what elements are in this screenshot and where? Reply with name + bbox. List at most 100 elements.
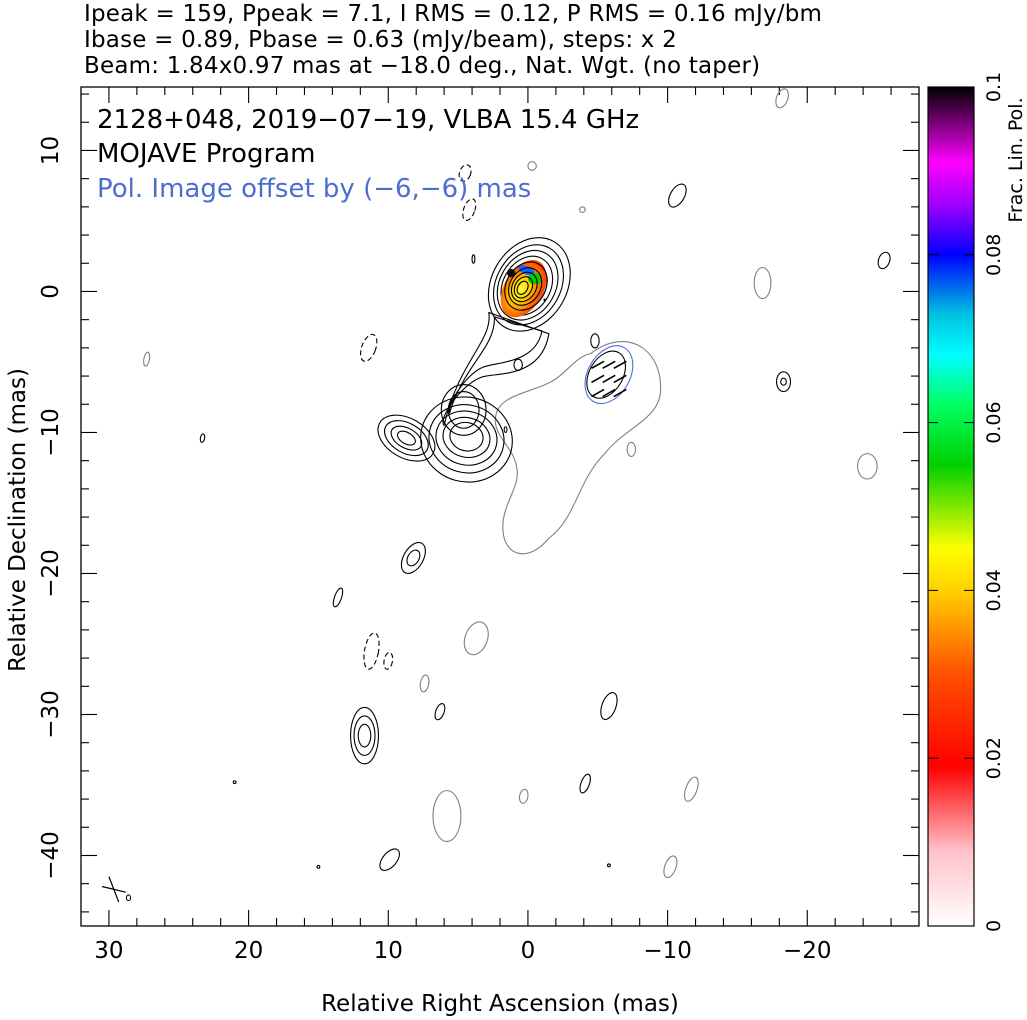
colorbar-tick-label: 0.04	[983, 569, 1005, 611]
isolated-contour	[471, 254, 476, 264]
y-tick-label: 0	[38, 284, 64, 299]
isolated-contour	[379, 848, 400, 871]
core-contour	[504, 261, 548, 311]
plot-frame	[80, 86, 920, 927]
pol-contour	[753, 266, 772, 300]
isolated-contour	[316, 864, 321, 869]
x-tick-label: 0	[521, 938, 536, 964]
core-contour	[510, 271, 538, 303]
y-tick-label: 10	[38, 136, 64, 165]
evpa-vector	[613, 388, 627, 398]
y-tick-label: −10	[38, 408, 64, 457]
axis-tick-labels: 30 20 10 0 −10 −20 10 0 −10 −20 −30 −40	[38, 136, 832, 964]
knot-contour	[353, 715, 376, 756]
core-contour	[508, 267, 543, 306]
isolated-contour	[543, 298, 546, 302]
pol-contour	[143, 351, 151, 367]
pol-contour	[463, 621, 489, 656]
polarization-contours	[143, 88, 878, 879]
knot-contour	[390, 425, 423, 451]
negative-contour	[360, 333, 378, 362]
knot-contour	[442, 416, 491, 458]
y-tick-label: −20	[38, 549, 64, 598]
intensity-contours	[199, 164, 891, 871]
colorbar	[927, 86, 975, 927]
knot-contour	[447, 391, 480, 429]
colorbar-ticks: 0 0.02 0.04 0.06 0.08 0.1	[928, 72, 1005, 932]
knot-contour	[420, 396, 513, 483]
colorbar-tick-label: 0.02	[983, 737, 1005, 779]
knot-contour	[406, 549, 421, 567]
beam-minor-axis	[101, 885, 126, 893]
program-label: MOJAVE Program	[97, 139, 315, 169]
isolated-contour	[579, 773, 591, 794]
core-fractional-polarization	[500, 260, 548, 318]
beam-marker	[101, 876, 132, 903]
core-contour	[496, 250, 559, 321]
colorbar-tick-label: 0	[983, 920, 1005, 932]
core-contour	[487, 237, 571, 332]
isolated-contour	[199, 433, 206, 443]
beam-dot	[125, 894, 132, 902]
knot-contour	[775, 371, 792, 393]
y-tick-label: −30	[38, 690, 64, 739]
header-stats-line: Ipeak = 159, Ppeak = 7.1, I RMS = 0.12, …	[84, 1, 823, 27]
offset-label: Pol. Image offset by (−6,−6) mas	[97, 174, 531, 204]
core-contour	[516, 280, 529, 295]
x-tick-label: −20	[783, 938, 832, 964]
pol-contour	[432, 790, 462, 842]
y-tick-label: −40	[38, 831, 64, 880]
jet-bridge-contour	[449, 316, 543, 415]
evpa-vector	[591, 360, 605, 370]
isolated-contour	[513, 358, 523, 371]
x-axis-label: Relative Right Ascension (mas)	[321, 991, 679, 1017]
negative-contour	[383, 651, 394, 670]
axis-ticks	[81, 87, 919, 926]
colorbar-tick-label: 0.06	[983, 401, 1005, 443]
core-contour	[492, 244, 564, 326]
knot-contour	[428, 404, 505, 474]
pol-contour	[518, 788, 529, 804]
evpa-vector	[613, 360, 627, 370]
negative-contour	[462, 198, 477, 221]
x-tick-label: 30	[94, 938, 123, 964]
pol-contour	[626, 441, 637, 457]
evpa-vector	[591, 374, 605, 384]
knot-contour	[350, 706, 380, 765]
x-tick-label: −10	[643, 938, 692, 964]
source-label: 2128+048, 2019−07−19, VLBA 15.4 GHz	[97, 105, 639, 135]
header-base-line: Ibase = 0.89, Pbase = 0.63 (mJy/beam), s…	[84, 27, 677, 53]
pol-component-contour	[586, 350, 626, 399]
core-pol-color	[527, 273, 542, 285]
evpa-vector	[602, 374, 616, 384]
colorbar-tick-label: 0.08	[983, 234, 1005, 276]
evpa-vector	[602, 360, 616, 370]
isolated-contour	[600, 692, 618, 721]
pol-component-contour	[584, 345, 634, 405]
pol-contour	[527, 161, 537, 171]
colorbar-tick-label: 0.1	[983, 72, 1005, 102]
isolated-contour	[606, 863, 611, 868]
negative-contour	[363, 632, 380, 670]
y-axis-label: Relative Declination (mas)	[5, 368, 31, 672]
pol-contour	[579, 206, 586, 214]
knot-contour	[384, 420, 429, 457]
isolated-contour	[503, 426, 508, 434]
pol-contour	[663, 855, 678, 879]
pol-contour	[856, 453, 878, 480]
core-contour	[513, 276, 534, 299]
isolated-contour	[590, 333, 600, 349]
evpa-vector	[602, 388, 616, 398]
pol-contour	[775, 88, 789, 109]
isolated-contour	[332, 587, 344, 608]
colorbar-label: Frac. Lin. Pol.	[1005, 97, 1027, 222]
isolated-contour	[232, 780, 237, 785]
knot-contour	[780, 377, 787, 386]
isolated-contour	[434, 703, 446, 721]
isolated-contour	[877, 251, 891, 270]
knot-contour	[357, 723, 372, 748]
evpa-vector	[591, 388, 605, 398]
knot-contour	[396, 430, 416, 446]
pol-contour	[683, 776, 699, 802]
